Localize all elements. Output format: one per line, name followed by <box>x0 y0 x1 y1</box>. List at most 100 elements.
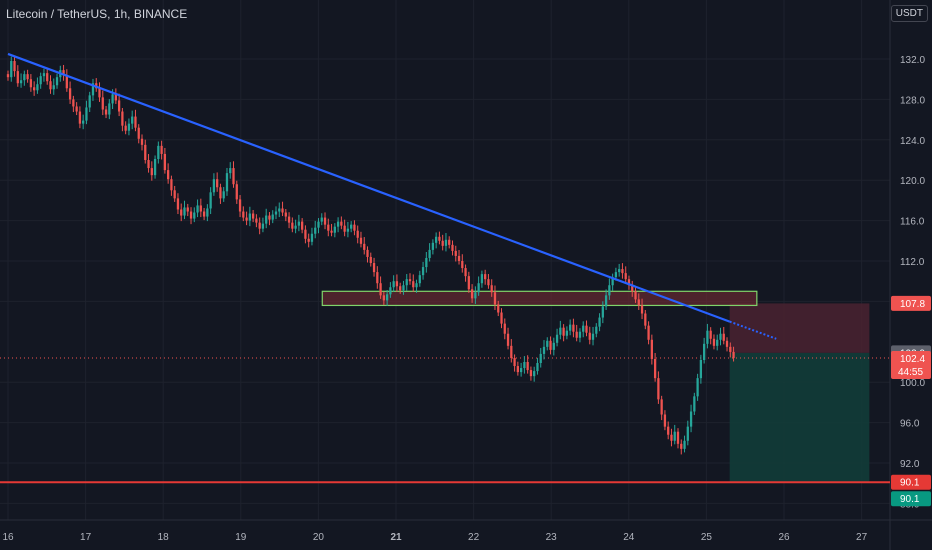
candle <box>147 160 150 169</box>
candle <box>196 205 199 213</box>
candle <box>418 275 421 284</box>
candle <box>457 255 461 261</box>
candle <box>519 368 523 373</box>
candle <box>258 222 261 229</box>
candle <box>251 213 255 219</box>
candle <box>193 212 196 219</box>
candle <box>716 339 719 346</box>
candle <box>176 198 180 210</box>
candle <box>255 218 258 223</box>
candle <box>284 212 287 217</box>
price-tick-label: 128.0 <box>900 95 925 106</box>
candle <box>546 340 549 347</box>
candle <box>202 211 206 217</box>
candle <box>582 325 585 332</box>
candle <box>23 74 26 81</box>
candle <box>379 283 382 296</box>
candle <box>317 221 320 228</box>
time-tick-label: 23 <box>546 532 558 543</box>
candle <box>346 228 350 232</box>
candle <box>307 238 310 242</box>
candle <box>470 289 474 299</box>
price-tick-label: 124.0 <box>900 136 925 147</box>
candle <box>601 306 604 318</box>
time-tick-label: 22 <box>468 532 480 543</box>
candle <box>415 283 418 288</box>
candle <box>212 179 216 193</box>
candle <box>480 274 484 284</box>
candle <box>686 426 689 441</box>
stop-loss-zone[interactable] <box>729 303 870 353</box>
candle <box>13 61 16 72</box>
candle <box>366 249 369 257</box>
downtrend-line[interactable] <box>7 52 731 323</box>
candle <box>98 88 101 98</box>
candle <box>369 256 372 264</box>
candle <box>46 73 49 82</box>
candle <box>238 199 242 212</box>
candle <box>523 362 526 369</box>
candle <box>104 109 108 115</box>
candle <box>604 295 608 307</box>
time-tick-label: 20 <box>313 532 325 543</box>
candle <box>359 237 363 244</box>
candle <box>693 396 696 412</box>
resistance-zone[interactable] <box>321 290 758 307</box>
candle <box>330 230 333 233</box>
candle <box>709 330 712 339</box>
price-tick-label: 100.0 <box>900 378 925 389</box>
candle <box>323 217 327 225</box>
candle <box>101 97 104 110</box>
candle <box>150 168 153 176</box>
candle <box>274 211 278 215</box>
candle <box>719 333 722 340</box>
candle <box>395 281 399 287</box>
candle <box>68 88 72 100</box>
candle <box>304 229 307 239</box>
candle <box>444 239 448 246</box>
candle <box>529 370 533 377</box>
candle <box>477 283 480 293</box>
candle <box>526 362 529 371</box>
candle <box>127 123 131 131</box>
candle <box>611 277 614 286</box>
countdown-text: 44:55 <box>898 367 923 378</box>
candle <box>670 434 673 441</box>
candle <box>627 279 631 286</box>
candle <box>663 414 667 427</box>
candle <box>372 263 376 273</box>
time-tick-label: 17 <box>80 532 92 543</box>
candle <box>33 87 36 91</box>
candle <box>225 173 229 192</box>
candle <box>536 363 539 372</box>
candle <box>500 312 503 324</box>
target-badge <box>891 491 931 507</box>
candle <box>144 144 147 160</box>
candle <box>650 339 653 359</box>
candle <box>350 224 353 229</box>
candle <box>281 208 284 213</box>
candle <box>549 340 552 350</box>
candle <box>412 281 415 288</box>
candle <box>539 353 542 364</box>
candle <box>425 257 428 268</box>
candle <box>569 324 572 331</box>
candle <box>248 213 251 221</box>
candle <box>320 217 323 222</box>
candle <box>435 236 438 243</box>
candle <box>72 99 75 107</box>
price-badge-text: 102.4 <box>900 354 925 365</box>
candle <box>199 205 202 212</box>
candle <box>732 351 735 358</box>
candle <box>634 291 637 300</box>
candle <box>673 431 676 441</box>
candle <box>39 76 42 85</box>
price-tick-label: 96.0 <box>900 419 920 430</box>
take-profit-zone[interactable] <box>729 352 870 483</box>
candle <box>183 207 186 216</box>
candle <box>229 168 232 174</box>
candle <box>36 84 39 91</box>
candle <box>6 74 10 78</box>
candle <box>555 334 559 343</box>
